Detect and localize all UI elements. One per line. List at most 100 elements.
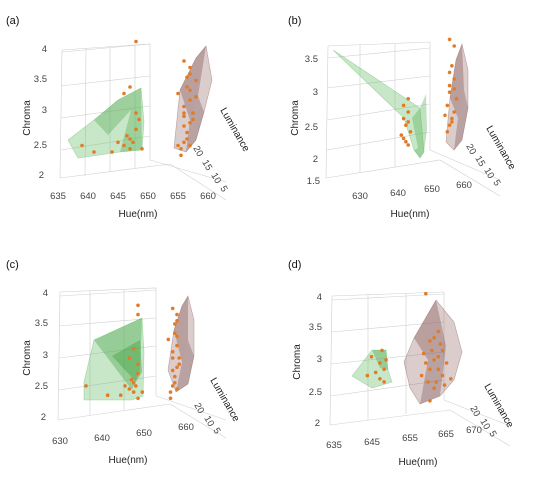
data-point	[450, 116, 454, 121]
data-point	[134, 39, 138, 44]
data-point	[128, 147, 132, 151]
data-point	[450, 64, 454, 68]
panel-a-ytick: 4	[42, 44, 47, 55]
panel-d-ztick: 10	[477, 417, 492, 432]
data-point	[122, 143, 126, 148]
data-point	[179, 147, 183, 151]
panel-a-ytick: 3.5	[34, 74, 47, 85]
panel-a-ytick: 2	[39, 170, 44, 181]
panel-c-grid	[57, 287, 227, 439]
panel-b-ytick: 3.5	[305, 54, 318, 65]
panel-c-ylabel: Chroma	[22, 340, 33, 376]
panel-d-ytick: 2	[315, 418, 320, 429]
panel-b-xtick: 640	[390, 188, 406, 199]
data-point	[432, 358, 436, 362]
data-point	[182, 59, 186, 63]
panel-b-zlabel: Luminance	[483, 124, 517, 172]
data-point	[188, 121, 192, 125]
data-point	[105, 393, 110, 398]
data-point	[191, 111, 195, 115]
data-point	[168, 390, 173, 394]
panel-a-ylabel: Chroma	[22, 100, 33, 136]
data-point	[136, 362, 140, 367]
panel-c-ztick: 5	[210, 426, 222, 436]
panel-b-points	[399, 37, 459, 147]
data-point	[404, 123, 408, 127]
panel-d-ytick: 3.5	[309, 322, 322, 333]
panel-c-xtick: 650	[136, 428, 152, 439]
data-point	[188, 72, 192, 76]
data-point	[447, 90, 452, 94]
panel-a-xlabel: Hue(nm)	[119, 209, 158, 220]
panel-c-ytick: 3	[43, 350, 48, 361]
panel-a-grid	[59, 43, 227, 201]
panel-c-label: (c)	[6, 259, 19, 271]
panel-a-xtick: 635	[50, 191, 66, 202]
panel-b-ytick: 2	[313, 154, 318, 165]
data-point	[116, 140, 120, 145]
data-point	[175, 334, 179, 339]
panel-d-xtick: 645	[364, 437, 380, 448]
data-point	[134, 127, 138, 132]
data-point	[436, 367, 441, 372]
data-point	[136, 371, 140, 376]
panel-b-ytick: 2.5	[305, 122, 318, 133]
panel-b-label: (b)	[288, 15, 301, 27]
data-point	[168, 396, 173, 401]
panel-d-xtick: 655	[402, 433, 418, 444]
data-point	[436, 354, 441, 359]
data-point	[382, 380, 386, 384]
data-point	[436, 329, 441, 334]
panel-b-ztick: 15	[472, 154, 487, 169]
data-point	[188, 98, 192, 102]
data-point	[173, 331, 177, 336]
panel-d-hull-green	[351, 349, 393, 389]
data-point	[194, 78, 198, 83]
data-point	[170, 368, 175, 373]
data-point	[110, 150, 114, 154]
data-point	[406, 110, 411, 114]
data-point	[92, 150, 96, 154]
data-point	[401, 116, 406, 121]
panel-d-xtick: 665	[438, 429, 454, 440]
panel-a-points	[80, 39, 198, 158]
panel-b-hull-green	[332, 49, 427, 159]
data-point	[175, 343, 179, 348]
panel-c-ytick: 3.5	[35, 318, 48, 329]
data-point	[134, 111, 138, 115]
data-point	[176, 91, 180, 96]
data-point	[173, 322, 177, 326]
panel-c-ytick: 4	[43, 288, 48, 299]
data-point	[440, 348, 445, 353]
panel-b-ztick: 20	[463, 142, 478, 157]
panel-c-xlabel: Hue(nm)	[109, 455, 148, 466]
data-point	[127, 387, 132, 391]
data-point	[185, 85, 189, 89]
data-point	[419, 373, 424, 378]
data-point	[175, 319, 179, 323]
data-point	[432, 386, 436, 391]
panel-c-ztick: 10	[201, 414, 216, 429]
data-point	[175, 387, 179, 391]
data-point	[123, 384, 127, 388]
panel-a-zlabel: Luminance	[217, 106, 251, 154]
data-point	[399, 133, 404, 137]
panel-c-ztick: 20	[191, 401, 206, 416]
data-point	[442, 383, 447, 387]
panel-c-hull-green	[83, 317, 145, 401]
data-point	[170, 356, 175, 360]
data-point	[443, 113, 447, 118]
data-point	[428, 367, 432, 372]
data-point	[445, 130, 450, 134]
panel-a-xtick: 650	[140, 191, 156, 202]
panel-d-ytick: 3	[317, 354, 322, 365]
data-point	[452, 87, 457, 91]
panel-d-label: (d)	[288, 259, 301, 271]
data-point	[127, 356, 132, 360]
panel-b-ylabel: Chroma	[290, 100, 301, 136]
data-point	[380, 348, 384, 353]
data-point	[447, 123, 452, 127]
panel-d-xlabel: Hue(nm)	[399, 457, 438, 468]
data-point	[131, 390, 136, 394]
